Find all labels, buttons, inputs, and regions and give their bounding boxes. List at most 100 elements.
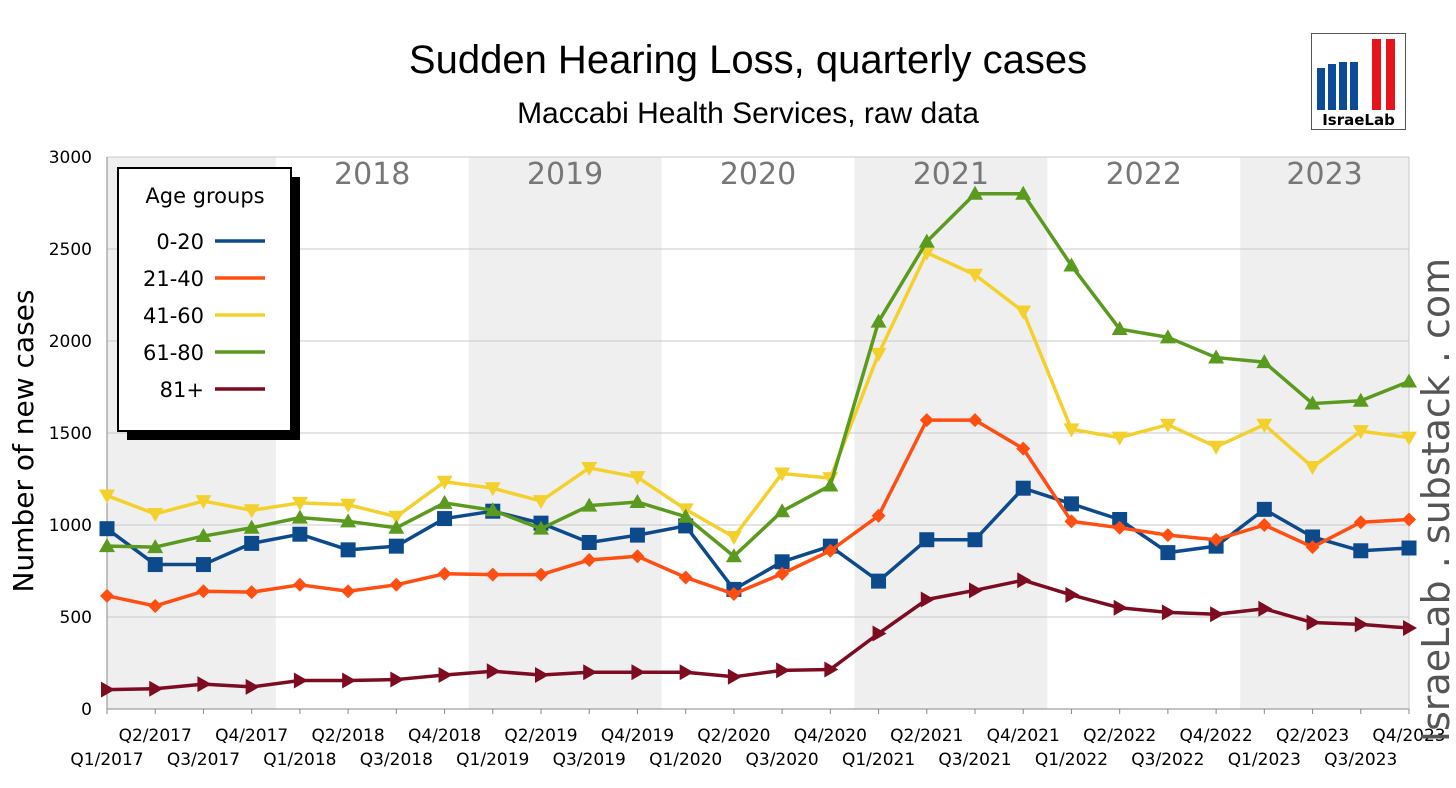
data-point xyxy=(967,185,983,200)
data-point xyxy=(1210,606,1225,623)
data-point xyxy=(1017,572,1032,589)
series-line xyxy=(105,486,1410,592)
data-point xyxy=(1015,480,1031,496)
data-point xyxy=(437,511,453,527)
x-tick-label: Q1/2019 xyxy=(456,750,529,770)
series-21-40 xyxy=(100,413,1416,613)
data-point xyxy=(1111,321,1128,336)
data-point xyxy=(1304,395,1321,410)
data-point xyxy=(1353,515,1368,530)
year-band-label: 2022 xyxy=(1106,157,1182,192)
data-point xyxy=(918,233,935,248)
data-point xyxy=(438,666,453,683)
data-point xyxy=(484,482,501,497)
data-point xyxy=(1111,431,1128,446)
x-tick-label: Q3/2017 xyxy=(167,750,240,770)
data-point xyxy=(1065,586,1080,603)
data-point xyxy=(871,508,886,523)
data-point xyxy=(1208,440,1225,455)
data-point xyxy=(1305,529,1321,545)
data-point xyxy=(1063,257,1080,272)
data-point xyxy=(535,666,549,683)
data-point xyxy=(1353,543,1369,559)
data-point xyxy=(243,504,260,519)
data-point xyxy=(871,573,887,589)
x-tick-label: Q1/2017 xyxy=(70,750,143,770)
data-point xyxy=(388,510,405,525)
legend-label: 41-60 xyxy=(143,304,204,328)
series-61-80 xyxy=(99,185,1417,563)
data-point xyxy=(341,584,356,599)
data-point xyxy=(147,557,163,573)
x-tick-label: Q1/2020 xyxy=(649,750,722,770)
series-0-20 xyxy=(99,480,1417,597)
data-point xyxy=(727,668,742,685)
data-point xyxy=(195,495,212,510)
data-point xyxy=(389,577,404,592)
y-tick-label: 2000 xyxy=(49,332,92,352)
data-point xyxy=(1112,511,1128,527)
data-point xyxy=(388,519,405,534)
legend-label: 61-80 xyxy=(143,341,204,365)
data-point xyxy=(1160,545,1176,561)
y-tick-label: 500 xyxy=(60,608,92,628)
year-band-label: 2019 xyxy=(527,157,603,192)
data-point xyxy=(292,526,308,542)
data-point xyxy=(678,570,693,585)
data-point xyxy=(870,347,887,362)
data-point xyxy=(196,584,211,599)
x-tick-label: Q4/2018 xyxy=(408,726,481,746)
data-point xyxy=(824,661,839,678)
data-point xyxy=(919,413,934,428)
x-tick-label: Q3/2023 xyxy=(1324,750,1397,770)
data-point xyxy=(291,509,308,524)
data-point xyxy=(1064,514,1079,529)
data-point xyxy=(1352,425,1369,440)
data-point xyxy=(291,496,308,511)
data-point xyxy=(1256,501,1272,517)
x-tick-label: Q1/2023 xyxy=(1228,750,1301,770)
year-band-label: 2020 xyxy=(720,157,796,192)
data-point xyxy=(533,520,549,535)
data-point xyxy=(774,554,790,570)
x-tick-label: Q3/2022 xyxy=(1131,750,1204,770)
data-point xyxy=(726,587,741,601)
x-tick-label: Q4/2022 xyxy=(1180,726,1253,746)
data-point xyxy=(725,530,742,545)
data-point xyxy=(774,467,791,482)
data-point xyxy=(822,477,839,492)
legend-label: 21-40 xyxy=(143,267,204,291)
data-point xyxy=(776,662,791,679)
y-axis-label: Number of new cases xyxy=(7,290,40,593)
israelab-logo: IsraeLab xyxy=(1311,33,1406,130)
data-point xyxy=(243,519,260,534)
data-point xyxy=(1015,305,1032,320)
data-point xyxy=(484,502,501,517)
data-point xyxy=(629,527,645,543)
data-point xyxy=(147,539,164,554)
data-point xyxy=(630,549,645,564)
data-point xyxy=(149,680,164,697)
data-point xyxy=(1402,512,1416,527)
x-tick-label: Q2/2019 xyxy=(504,726,577,746)
series-line xyxy=(106,250,1410,539)
x-tick-label: Q4/2023 xyxy=(1372,726,1445,746)
x-tick-label: Q3/2020 xyxy=(746,750,819,770)
data-point xyxy=(581,534,597,550)
data-point xyxy=(99,538,115,553)
x-tick-label: Q3/2019 xyxy=(553,750,626,770)
x-tick-label: Q2/2021 xyxy=(890,726,963,746)
year-band-label: 2021 xyxy=(913,157,989,192)
data-point xyxy=(99,489,115,504)
data-point xyxy=(1063,496,1079,512)
data-point xyxy=(340,542,356,558)
data-point xyxy=(1113,599,1128,616)
data-point xyxy=(581,497,598,512)
data-point xyxy=(919,532,935,548)
data-point xyxy=(388,538,404,554)
data-point xyxy=(1257,518,1272,532)
data-point xyxy=(1112,520,1127,535)
data-point xyxy=(969,582,983,599)
series-81+ xyxy=(101,572,1417,698)
data-point xyxy=(1209,532,1224,547)
